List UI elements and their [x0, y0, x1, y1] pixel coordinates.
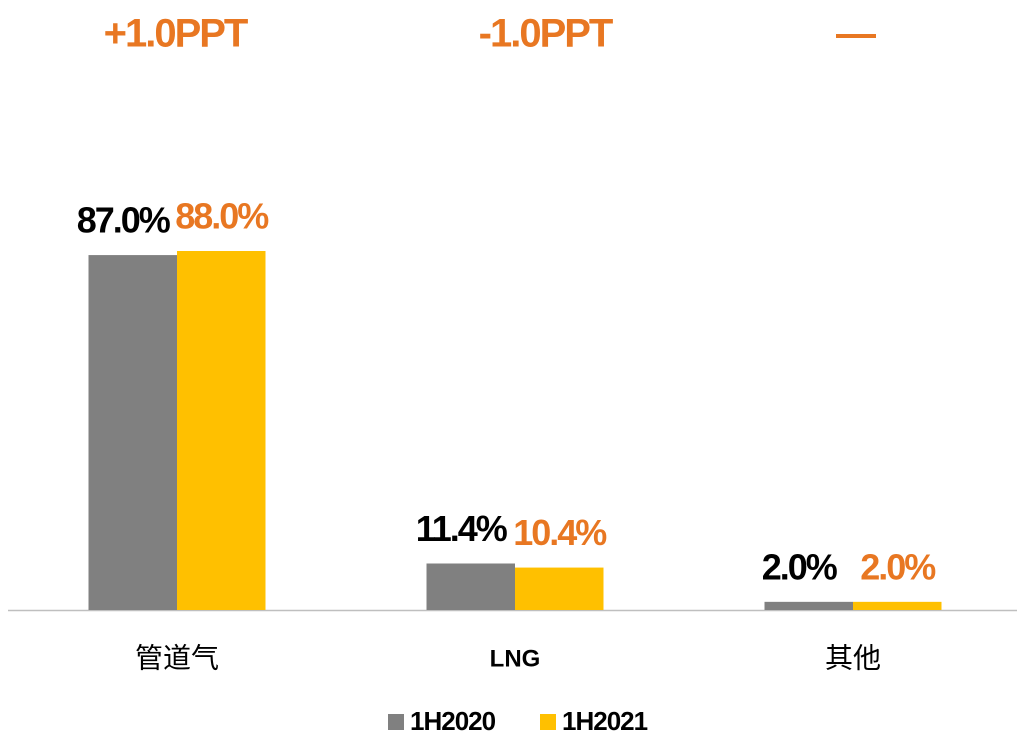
- change-annotation: -1.0PPT: [479, 12, 613, 56]
- legend-swatch: [388, 714, 404, 730]
- x-tick-label: 管道气: [135, 642, 219, 673]
- legend-label: 1H2020: [410, 706, 496, 736]
- bar: [88, 255, 177, 611]
- value-label: 10.4%: [513, 512, 607, 553]
- legend-label: 1H2021: [562, 706, 648, 736]
- change-annotation: —: [836, 12, 876, 56]
- value-label: 87.0%: [77, 200, 171, 241]
- bar: [515, 567, 604, 610]
- x-tick-label: 其他: [825, 642, 881, 673]
- value-label: 2.0%: [762, 546, 838, 587]
- bar: [426, 563, 515, 610]
- change-annotation: +1.0PPT: [104, 12, 248, 56]
- legend-swatch: [540, 714, 556, 730]
- value-label: 11.4%: [416, 508, 508, 549]
- bar: [177, 251, 266, 610]
- value-label: 88.0%: [175, 196, 269, 237]
- value-label: 2.0%: [860, 546, 936, 587]
- x-tick-label: LNG: [490, 645, 541, 672]
- bar: [764, 601, 853, 610]
- bar: [853, 601, 942, 610]
